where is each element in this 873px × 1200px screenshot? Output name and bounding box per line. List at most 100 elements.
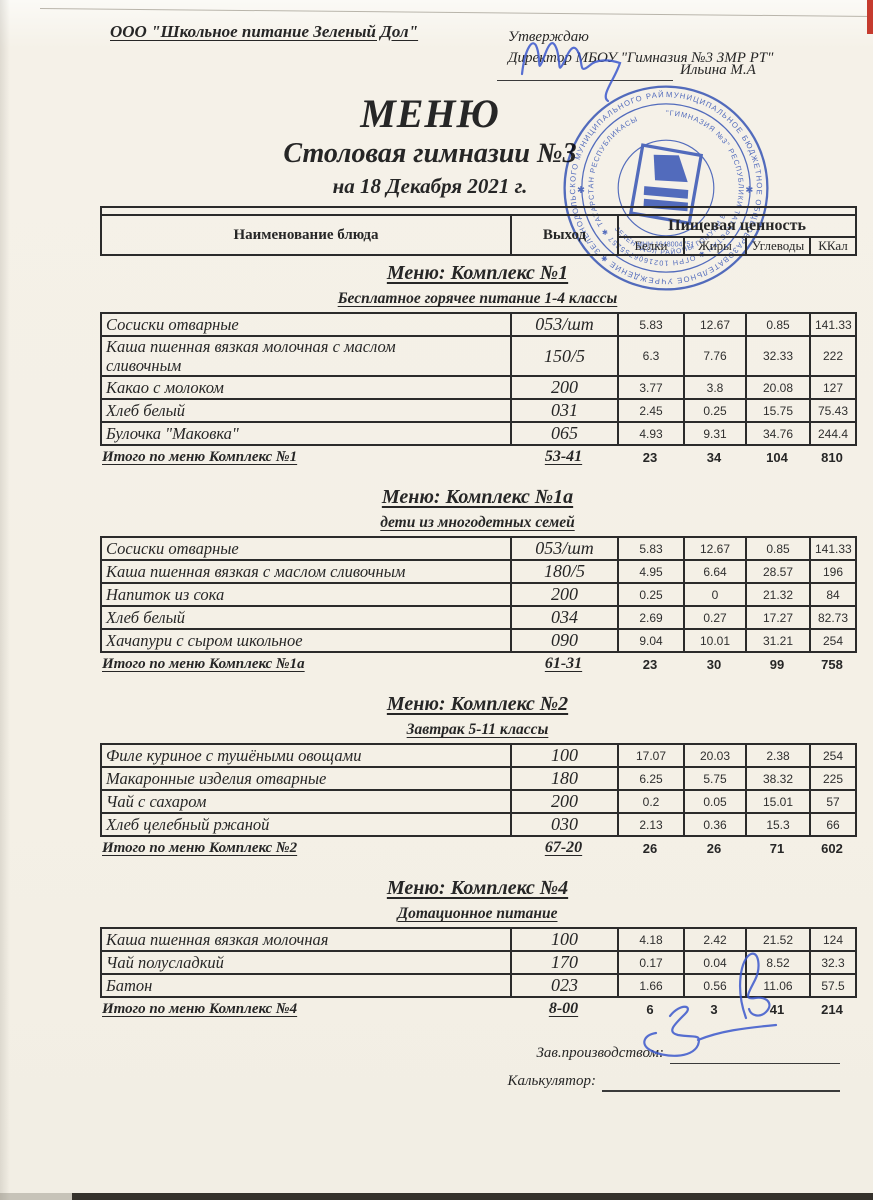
total-carbs: 41 [769,1001,785,1017]
dish-output-cell: 053/шт [510,312,619,337]
dish-carbs-cell: 17.27 [745,605,811,630]
section-title: Меню: Комплекс №4 [100,877,855,899]
section-subtitle: дети из многодетных семей [100,513,855,532]
dish-name-cell: Сосиски отварные [100,312,512,337]
total-protein: 6 [646,1001,654,1017]
header-kcal-col: ККал [808,236,858,256]
dish-kcal-cell: 75.43 [809,398,857,423]
total-fat: 34 [706,449,722,465]
section-subtitle-text: Завтрак 5-11 классы [406,721,549,738]
dish-output-cell: 031 [510,398,619,423]
dish-fat-cell: 6.64 [683,559,747,584]
dish-carbs-cell: 20.08 [745,375,811,400]
dish-kcal-cell: 57 [809,789,857,814]
total-protein: 23 [642,449,658,465]
menu-section: Меню: Комплекс №1а дети из многодетных се… [100,486,857,675]
dish-fat-cell: 3.8 [683,375,747,400]
dish-row: Чай полусладкий 170 0.17 0.04 8.52 32.3 [100,950,857,975]
dish-fat-cell: 0.56 [683,973,747,998]
dish-name-cell: Каша пшенная вязкая молочная [100,927,512,952]
dish-fat-cell: 5.75 [683,766,747,791]
dish-row: Сосиски отварные 053/шт 5.83 12.67 0.85 141.3… [100,536,857,561]
section-subtitle: Бесплатное горячее питание 1-4 классы [100,289,855,308]
dish-kcal-cell: 196 [809,559,857,584]
dish-carbs-cell: 31.21 [745,628,811,653]
dish-carbs-cell: 0.85 [745,536,811,561]
total-fat: 3 [710,1001,718,1017]
dish-carbs-cell: 34.76 [745,421,811,446]
total-output: 61-31 [544,655,583,672]
menu-content: Наименование блюда Выход Пищевая ценност… [99,206,858,1092]
dish-row: Филе куриное с тушёными овощами 100 17.07 2… [100,743,857,768]
dish-protein-cell: 0.2 [617,789,685,814]
total-output: 8-00 [548,1000,579,1017]
dish-protein-cell: 2.13 [617,812,685,837]
dish-kcal-cell: 222 [809,335,857,377]
section-subtitle: Дотационное питание [100,904,855,923]
dish-name-cell: Хлеб белый [100,605,512,630]
dish-kcal-cell: 141.33 [809,312,857,337]
dish-kcal-cell: 57.5 [809,973,857,998]
dish-name-cell: Хлеб целебный ржаной [100,812,512,837]
total-output: 67-20 [544,839,583,856]
header-nutrition-col: Пищевая ценность [616,214,858,238]
company-name: ООО "Школьное питание Зеленый Дол" [110,22,419,41]
dish-output-cell: 200 [510,789,619,814]
dish-output-cell: 180/5 [510,559,619,584]
dish-fat-cell: 0.25 [683,398,747,423]
dish-name-cell: Макаронные изделия отварные [100,766,512,791]
dish-protein-cell: 2.69 [617,605,685,630]
scan-edge-top-line [39,8,873,18]
dish-row: Каша пшенная вязкая с маслом сливочным 18… [100,559,857,584]
scan-edge-bottom-left [0,1193,72,1200]
dish-kcal-cell: 244.4 [809,421,857,446]
dish-carbs-cell: 15.01 [745,789,811,814]
dish-name-cell: Филе куриное с тушёными овощами [100,743,512,768]
menu-table: Сосиски отварные 053/шт 5.83 12.67 0.85 141.3… [100,536,857,653]
dish-fat-cell: 10.01 [683,628,747,653]
dish-protein-cell: 4.93 [617,421,685,446]
total-fat: 26 [706,840,722,856]
section-subtitle-text: Бесплатное горячее питание 1-4 классы [337,290,618,307]
header-carbs-col: Углеводы [745,236,811,256]
stamp-emblem-icon [628,143,704,226]
dish-protein-cell: 5.83 [617,312,685,337]
dish-output-cell: 200 [510,582,619,607]
dish-row: Каша пшенная вязкая молочная с маслом сл… [100,335,857,377]
dish-carbs-cell: 21.32 [745,582,811,607]
dish-output-cell: 200 [510,375,619,400]
menu-section: Меню: Комплекс №1 Бесплатное горячее пита… [100,262,857,468]
header-protein-col: Белки [617,236,685,256]
doc-title: МЕНЮ [360,91,500,136]
total-kcal: 214 [821,1001,843,1017]
dish-name-cell: Напиток из сока [100,582,512,607]
dish-row: Батон 023 1.66 0.56 11.06 57.5 [100,973,857,998]
dish-protein-cell: 3.77 [617,375,685,400]
dish-carbs-cell: 8.52 [745,950,811,975]
dish-carbs-cell: 11.06 [745,973,811,998]
dish-kcal-cell: 254 [809,628,857,653]
dish-kcal-cell: 225 [809,766,857,791]
dish-output-cell: 100 [510,927,619,952]
dish-kcal-cell: 32.3 [809,950,857,975]
dish-name-cell: Булочка "Маковка" [100,421,512,446]
total-label: Итого по меню Комплекс №1 [102,448,298,465]
total-label: Итого по меню Комплекс №1а [102,655,305,672]
section-total-row: Итого по меню Комплекс №1а 61-31 23 30 99 758 [100,653,855,675]
dish-kcal-cell: 254 [809,743,857,768]
dish-name-cell: Сосиски отварные [100,536,512,561]
dish-fat-cell: 0.36 [683,812,747,837]
dish-protein-cell: 4.95 [617,559,685,584]
dish-output-cell: 170 [510,950,619,975]
dish-fat-cell: 12.67 [683,536,747,561]
section-total-row: Итого по меню Комплекс №1 53-41 23 34 104 810 [100,446,855,468]
section-subtitle-text: Дотационное питание [397,905,558,922]
dish-carbs-cell: 38.32 [745,766,811,791]
dish-row: Хачапури с сыром школьное 090 9.04 10.01 31.… [100,628,857,653]
total-carbs: 99 [769,656,785,672]
section-title: Меню: Комплекс №2 [100,693,855,715]
dish-fat-cell: 0.27 [683,605,747,630]
section-title-text: Меню: Комплекс №1а [381,486,574,508]
section-subtitle: Завтрак 5-11 классы [100,720,855,739]
dish-row: Чай с сахаром 200 0.2 0.05 15.01 57 [100,789,857,814]
